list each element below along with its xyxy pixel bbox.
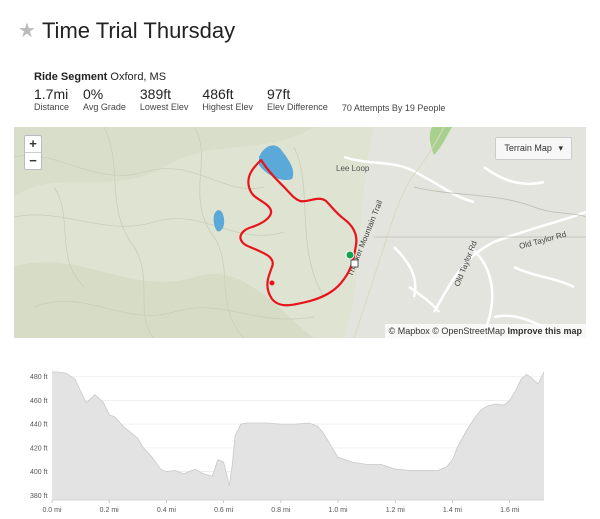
map-attribution: © Mapbox © OpenStreetMap Improve this ma… bbox=[384, 324, 586, 338]
map-type-label: Terrain Map bbox=[504, 143, 552, 153]
y-axis-ticks: 380 ft 400 ft 420 ft 440 ft 460 ft 480 ft bbox=[30, 374, 48, 500]
zoom-out-button[interactable]: − bbox=[29, 153, 37, 168]
stat-value: 0% bbox=[83, 86, 104, 102]
x-tick-label: 0.4 mi bbox=[157, 507, 177, 514]
segment-kind: Ride Segment bbox=[34, 71, 108, 83]
stat-label: Distance bbox=[34, 102, 70, 112]
y-tick-label: 400 ft bbox=[30, 469, 48, 476]
stat-highest-elev: 486ft Highest Elev bbox=[202, 86, 253, 113]
segment-location: Oxford, MS bbox=[110, 71, 167, 83]
mapbox-credit-link[interactable]: © Mapbox bbox=[388, 326, 430, 336]
stat-avg-grade: 0% Avg Grade bbox=[83, 86, 126, 113]
x-axis-ticks: 0.0 mi 0.2 mi 0.4 mi 0.6 mi 0.8 mi 1.0 mi 1.2 … bbox=[42, 500, 520, 514]
x-tick-label: 0.8 mi bbox=[271, 507, 291, 514]
stat-elev-difference: 97ft Elev Difference bbox=[267, 86, 328, 113]
stat-label: Avg Grade bbox=[83, 102, 126, 112]
stat-value: 486ft bbox=[202, 86, 234, 102]
elevation-area bbox=[52, 372, 544, 500]
y-tick-label: 440 ft bbox=[30, 422, 48, 429]
finish-flag-icon bbox=[350, 259, 359, 268]
x-tick-label: 0.6 mi bbox=[214, 507, 234, 514]
stat-value: 1.7mi bbox=[34, 86, 69, 102]
zoom-in-button[interactable]: + bbox=[25, 136, 41, 153]
x-tick-label: 1.2 mi bbox=[386, 507, 406, 514]
start-marker-icon bbox=[345, 250, 355, 260]
stat-value: 97ft bbox=[266, 86, 291, 102]
elevation-profile bbox=[52, 371, 545, 501]
route-marker bbox=[269, 280, 275, 286]
x-tick-label: 1.6 mi bbox=[500, 507, 520, 514]
road-label-lee-loop: Lee Loop bbox=[336, 164, 370, 173]
y-tick-label: 460 ft bbox=[30, 398, 48, 405]
pond bbox=[213, 210, 225, 232]
stat-label: Highest Elev bbox=[202, 102, 253, 112]
stat-label: Elev Difference bbox=[266, 102, 328, 112]
elevation-line bbox=[52, 371, 545, 486]
chevron-down-icon: ▾ bbox=[558, 143, 563, 153]
map-canvas[interactable]: Lee Loop Thacker Mountain Trail Old Tayl… bbox=[14, 127, 586, 338]
stat-label: Lowest Elev bbox=[139, 102, 189, 112]
star-icon[interactable]: ★ bbox=[18, 20, 36, 42]
segment-stats: 1.7mi Distance 0% Avg Grade 389ft Lowest… bbox=[34, 86, 445, 113]
improve-map-link[interactable]: Improve this map bbox=[507, 326, 582, 336]
stat-distance: 1.7mi Distance bbox=[34, 86, 69, 113]
map-type-dropdown[interactable]: Terrain Map ▾ bbox=[495, 137, 572, 160]
osm-credit-link[interactable]: © OpenStreetMap bbox=[432, 326, 505, 336]
x-tick-label: 0.2 mi bbox=[100, 507, 120, 514]
stat-value: 389ft bbox=[139, 86, 172, 102]
x-tick-label: 1.4 mi bbox=[443, 507, 463, 514]
x-tick-label: 1.0 mi bbox=[329, 507, 349, 514]
lake bbox=[259, 145, 294, 181]
x-tick-label: 0.0 mi bbox=[42, 507, 62, 514]
segment-route[interactable] bbox=[239, 158, 358, 307]
segment-map[interactable]: Lee Loop Thacker Mountain Trail Old Tayl… bbox=[14, 127, 586, 338]
y-tick-label: 420 ft bbox=[30, 445, 48, 452]
segment-label: Ride Segment Oxford, MS bbox=[34, 71, 166, 83]
y-tick-label: 480 ft bbox=[30, 374, 48, 381]
y-tick-label: 380 ft bbox=[30, 493, 48, 500]
attempts-count: 70 Attempts By 19 People bbox=[341, 103, 446, 113]
stat-lowest-elev: 389ft Lowest Elev bbox=[140, 86, 189, 113]
title-row: ★ Time Trial Thursday bbox=[18, 18, 235, 44]
zoom-control: + − bbox=[24, 135, 42, 170]
page-title: Time Trial Thursday bbox=[41, 18, 236, 43]
elevation-chart[interactable]: 380 ft 400 ft 420 ft 440 ft 460 ft 480 ft 0.0… bbox=[0, 360, 600, 519]
